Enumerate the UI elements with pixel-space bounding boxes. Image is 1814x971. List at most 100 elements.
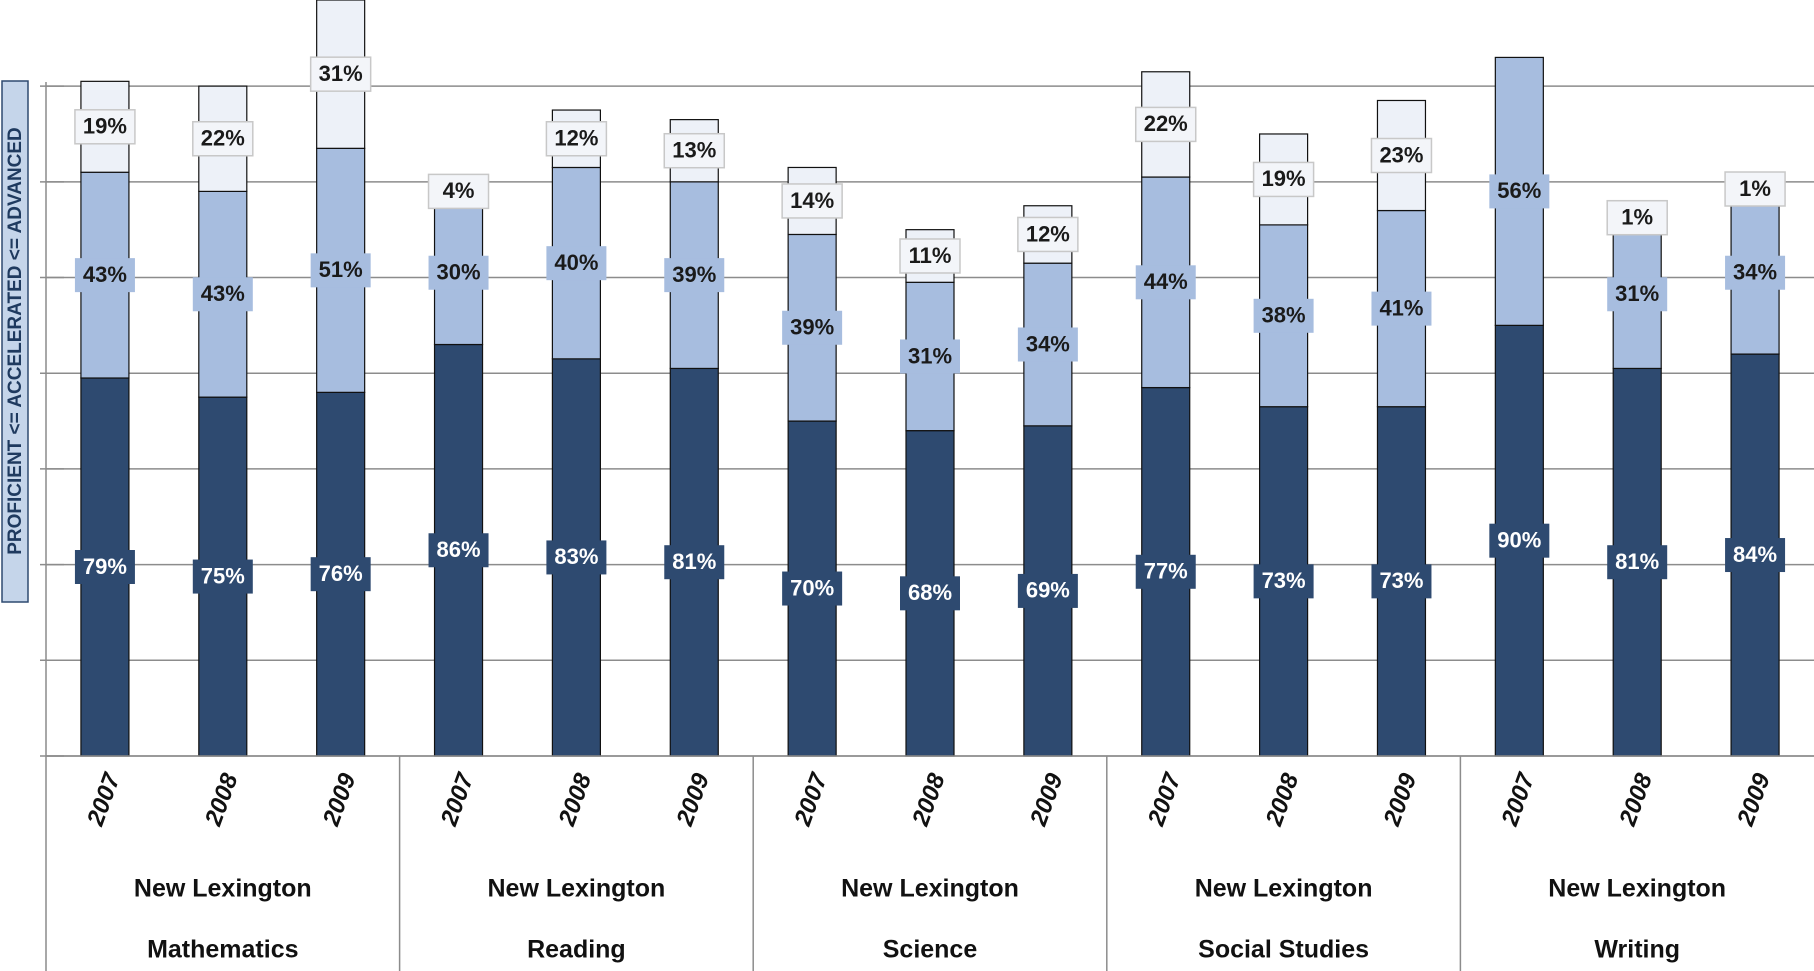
data-label: 69%	[1026, 578, 1070, 603]
group-subject: Reading	[527, 936, 626, 964]
data-label: 12%	[1026, 221, 1070, 246]
label-box	[664, 258, 725, 293]
label-box	[1489, 523, 1550, 558]
label-box	[1371, 291, 1432, 326]
label-box	[782, 571, 843, 606]
label-box	[1253, 564, 1314, 599]
x-tick-label: 2009	[671, 769, 715, 830]
label-box	[74, 109, 136, 145]
x-tick-label: 2009	[1732, 769, 1776, 830]
data-label: 22%	[201, 126, 245, 151]
data-label: 73%	[1379, 568, 1423, 593]
label-box	[1134, 106, 1197, 143]
label-box	[1724, 171, 1786, 207]
label-box	[781, 183, 843, 219]
label-box	[1017, 327, 1078, 362]
label-box	[310, 253, 371, 288]
group-label: New Lexington	[841, 875, 1019, 903]
label-box	[900, 339, 960, 374]
label-box	[664, 545, 725, 580]
data-label: 34%	[1733, 260, 1777, 285]
data-label: 11%	[909, 243, 952, 268]
label-box	[782, 310, 843, 345]
label-box	[1725, 538, 1786, 573]
label-box	[1252, 161, 1315, 198]
label-box	[1607, 545, 1668, 580]
data-label: 23%	[1379, 142, 1423, 167]
data-label: 51%	[319, 257, 363, 282]
label-box	[310, 557, 371, 592]
data-label: 77%	[1144, 559, 1188, 584]
label-box	[1607, 277, 1668, 312]
label-box	[899, 238, 961, 274]
y-axis-label: PROFICIENT <= ACCELERATED <= ADVANCED	[5, 127, 26, 555]
x-tick-label: 2007	[435, 768, 480, 830]
x-tick-label: 2007	[1496, 768, 1541, 830]
data-label: 75%	[201, 563, 245, 588]
label-box	[192, 277, 253, 312]
label-box	[192, 559, 253, 594]
x-tick-label: 2008	[200, 769, 244, 830]
data-label: 4%	[443, 178, 475, 203]
data-label: 34%	[1026, 331, 1070, 356]
group-subject: Mathematics	[147, 936, 298, 964]
data-label: 84%	[1733, 542, 1777, 567]
label-box	[428, 255, 489, 290]
data-label: 76%	[319, 561, 363, 586]
label-box	[1371, 564, 1432, 599]
label-box	[1017, 216, 1079, 253]
label-box	[1606, 199, 1668, 236]
data-label: 43%	[83, 262, 127, 287]
data-label: 31%	[1615, 281, 1659, 306]
data-label: 13%	[672, 138, 716, 163]
label-box	[427, 173, 490, 210]
data-label: 22%	[1144, 111, 1188, 136]
label-box	[74, 258, 135, 293]
label-box	[1017, 573, 1078, 608]
data-label: 79%	[83, 554, 127, 579]
label-box	[545, 121, 608, 157]
label-box	[428, 533, 489, 568]
data-label: 1%	[1739, 176, 1771, 201]
label-box	[192, 121, 254, 157]
label-box	[1135, 554, 1196, 589]
group-subject: Social Studies	[1198, 936, 1369, 964]
data-label: 1%	[1621, 205, 1653, 230]
label-box	[663, 132, 726, 169]
group-subject: Science	[883, 936, 978, 964]
group-label: New Lexington	[488, 875, 666, 903]
data-label: 19%	[83, 114, 127, 139]
group-label: New Lexington	[1195, 875, 1373, 903]
label-box	[1725, 255, 1786, 290]
x-tick-label: 2007	[82, 768, 127, 830]
data-label: 41%	[1379, 295, 1423, 320]
group-subject: Writing	[1594, 936, 1680, 964]
data-label: 56%	[1497, 178, 1541, 203]
data-label: 39%	[672, 262, 716, 287]
data-label: 31%	[319, 61, 363, 86]
data-label: 68%	[908, 580, 952, 605]
x-tick-label: 2008	[907, 769, 951, 830]
x-tick-label: 2007	[789, 768, 834, 830]
label-box	[900, 576, 960, 611]
x-tick-label: 2008	[1260, 769, 1304, 830]
label-box	[309, 56, 372, 92]
data-label: 31%	[908, 343, 952, 368]
data-label: 90%	[1497, 527, 1541, 552]
data-label: 81%	[672, 549, 716, 574]
data-label: 44%	[1144, 269, 1188, 294]
data-label: 14%	[790, 188, 834, 213]
group-label: New Lexington	[1548, 875, 1726, 903]
data-label: 70%	[790, 575, 834, 600]
data-label: 12%	[554, 126, 598, 151]
x-tick-label: 2009	[317, 769, 361, 830]
data-label: 83%	[554, 544, 598, 569]
x-tick-label: 2008	[553, 769, 597, 830]
x-tick-label: 2009	[1378, 769, 1422, 830]
data-label: 38%	[1262, 303, 1306, 328]
data-label: 19%	[1262, 166, 1306, 191]
label-box	[74, 550, 135, 584]
label-box	[546, 246, 607, 281]
